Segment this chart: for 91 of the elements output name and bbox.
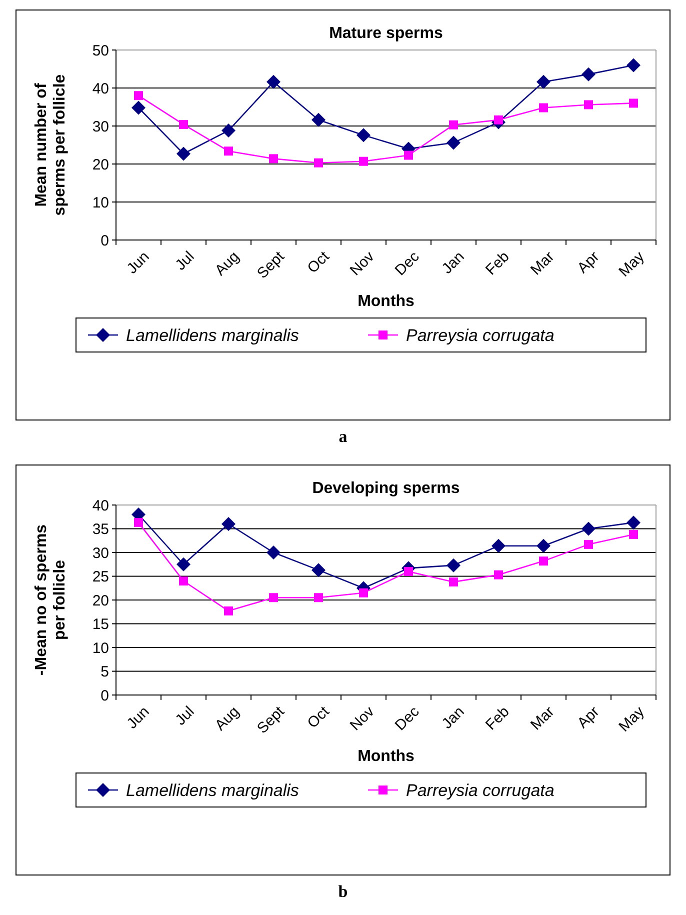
point — [446, 558, 460, 572]
point — [134, 91, 143, 100]
x-tick-label: Dec — [392, 248, 424, 280]
point — [222, 517, 236, 531]
legend-label: Lamellidens marginalis — [126, 326, 300, 345]
y-tick-label: 40 — [92, 80, 109, 98]
point — [224, 146, 233, 156]
y-axis-title: Mean number of sperms per follicle — [33, 74, 68, 216]
point — [269, 593, 278, 602]
x-tick-label: Aug — [212, 703, 243, 734]
point — [582, 522, 596, 536]
point — [449, 577, 458, 586]
text: a — [338, 427, 348, 446]
point — [314, 158, 323, 168]
x-tick-label: Jun — [124, 248, 153, 278]
y-tick-label: 35 — [92, 521, 109, 538]
x-tick-label: Jan — [438, 248, 468, 278]
x-axis-title: Months — [358, 293, 415, 310]
y-tick-label: 10 — [92, 194, 109, 212]
y-tick-label: 0 — [100, 687, 109, 704]
point — [314, 593, 323, 602]
point — [492, 538, 506, 553]
x-tick-label: Apr — [574, 248, 603, 277]
x-tick-label: Aug — [212, 248, 243, 280]
point — [359, 156, 368, 166]
point — [312, 112, 326, 127]
point — [312, 563, 326, 578]
point — [629, 98, 638, 108]
point — [536, 74, 550, 89]
point — [359, 588, 368, 598]
x-tick-label: Jan — [438, 703, 468, 732]
legend-label: Parreysia corrugata — [406, 326, 554, 345]
point — [626, 516, 640, 530]
y-tick-label: 30 — [92, 544, 109, 562]
text: b — [338, 882, 348, 901]
x-tick-label: Nov — [346, 702, 378, 734]
point — [179, 576, 188, 586]
y-tick-label: 30 — [92, 118, 109, 136]
point — [582, 67, 596, 82]
point — [584, 100, 593, 110]
x-tick-label: Oct — [304, 248, 334, 277]
x-tick-label: Dec — [392, 702, 424, 734]
point — [449, 120, 458, 130]
y-tick-label: 20 — [92, 592, 109, 610]
y-tick-label: 10 — [92, 640, 109, 657]
y-tick-label: 50 — [92, 42, 109, 60]
point — [134, 518, 143, 528]
x-tick-label: May — [616, 248, 648, 280]
point — [536, 538, 550, 553]
y-axis-title: -Mean no of sperms per follicle — [33, 524, 68, 676]
point — [266, 546, 280, 560]
x-tick-label: Jul — [172, 248, 198, 274]
point — [222, 124, 236, 138]
point — [404, 567, 413, 576]
point — [176, 146, 190, 161]
point — [176, 557, 190, 572]
point — [446, 136, 460, 150]
y-tick-label: 20 — [92, 156, 109, 174]
point — [629, 530, 638, 539]
point — [539, 556, 548, 566]
point — [626, 58, 640, 72]
point — [356, 128, 370, 142]
point — [404, 150, 413, 160]
point — [539, 103, 548, 112]
legend-label: Parreysia corrugata — [406, 780, 554, 800]
y-tick-label: 40 — [92, 497, 109, 514]
x-tick-label: May — [616, 702, 648, 736]
x-tick-label: Jun — [124, 703, 153, 732]
x-tick-label: Nov — [346, 248, 378, 280]
x-tick-label: Mar — [527, 248, 558, 279]
x-tick-label: Oct — [304, 702, 334, 732]
y-tick-label: 0 — [100, 232, 109, 250]
x-tick-label: Jul — [172, 703, 198, 729]
point — [266, 74, 280, 89]
point — [224, 606, 233, 616]
x-tick-label: Apr — [574, 703, 603, 732]
point — [584, 540, 593, 549]
point — [132, 100, 146, 115]
x-tick-label: Feb — [482, 703, 513, 734]
y-tick-label: 15 — [92, 616, 109, 633]
point — [269, 154, 278, 164]
chart-title: Mature sperms — [329, 25, 444, 42]
x-tick-label: Mar — [527, 703, 558, 734]
x-tick-label: Feb — [482, 248, 513, 279]
point — [494, 570, 503, 580]
x-axis-title: Months — [358, 748, 415, 765]
chart-title: Developing sperms — [312, 480, 460, 497]
y-tick-label: 25 — [92, 568, 109, 586]
point — [179, 120, 188, 129]
legend-label: Lamellidens marginalis — [126, 780, 300, 800]
y-tick-label: 5 — [100, 664, 109, 680]
